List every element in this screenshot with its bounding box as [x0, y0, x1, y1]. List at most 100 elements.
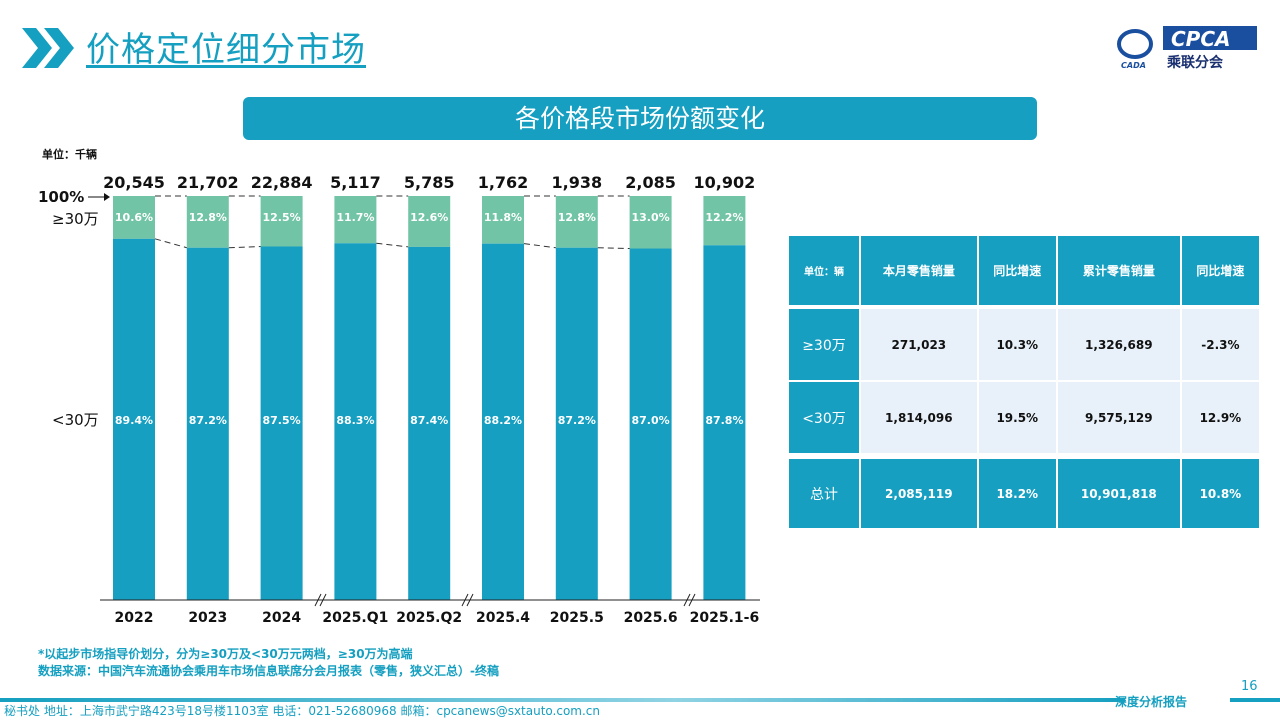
data-label: 13.0% — [632, 211, 670, 224]
total-label: 21,702 — [177, 173, 239, 192]
data-label: 87.8% — [705, 414, 743, 427]
header-cell: 同比增速 — [1181, 236, 1259, 309]
svg-text:CADA: CADA — [1121, 61, 1146, 70]
data-label: 87.4% — [410, 414, 448, 427]
total-label: 22,884 — [251, 173, 313, 192]
data-label: 11.8% — [484, 211, 522, 224]
cell: <30万 — [789, 382, 859, 455]
legend-low: <30万 — [52, 411, 99, 429]
bar-low-segment — [408, 246, 451, 600]
bar-low-segment — [113, 238, 155, 600]
table-header: 单位：辆 本月零售销量 同比增速 累计零售销量 同比增速 — [789, 236, 1259, 309]
connector-line — [376, 242, 409, 248]
bar-low-segment — [482, 243, 524, 600]
bar-high-segment — [408, 196, 451, 247]
data-label: 87.5% — [263, 414, 301, 427]
footer-divider — [0, 698, 1125, 702]
chart-banner: 各价格段市场份额变化 — [243, 97, 1037, 140]
legend-high: ≥30万 — [52, 210, 99, 228]
table-total-row: 总计 2,085,119 18.2% 10,901,818 10.8% — [789, 455, 1259, 528]
data-label: 10.6% — [115, 211, 153, 224]
page-number: 16 — [1241, 679, 1258, 694]
bar-low-segment — [555, 247, 598, 600]
total-label: 10,902 — [694, 173, 756, 192]
data-label: 88.2% — [484, 414, 522, 427]
x-tick-label: 2025.6 — [624, 610, 678, 626]
report-label: 深度分析报告 — [1115, 695, 1188, 709]
cell: 10,901,818 — [1057, 455, 1180, 528]
cell: 19.5% — [978, 382, 1056, 455]
data-source: 数据来源：中国汽车流通协会乘用车市场信息联席分会月报表（零售，狭义汇总）-终稿 — [38, 664, 499, 678]
total-label: 5,117 — [330, 173, 381, 192]
bar-high-segment — [482, 196, 524, 244]
data-label: 89.4% — [115, 414, 153, 427]
data-label: 12.2% — [705, 211, 743, 224]
bar-low-segment — [703, 245, 746, 600]
page-title: 价格定位细分市场 — [86, 30, 366, 70]
total-label: 2,085 — [625, 173, 676, 192]
data-label: 88.3% — [336, 414, 374, 427]
header-cell: 单位：辆 — [789, 236, 859, 309]
total-label: 5,785 — [404, 173, 455, 192]
unit-label: 单位：千辆 — [42, 148, 97, 161]
cell: 10.8% — [1181, 455, 1259, 528]
cell: 2,085,119 — [860, 455, 977, 528]
x-tick-label: 2024 — [262, 610, 301, 626]
x-tick-label: 2025.Q1 — [322, 610, 388, 626]
bar-low-segment — [629, 248, 672, 600]
data-label: 11.7% — [336, 211, 374, 224]
x-tick-label: 2023 — [188, 610, 227, 626]
axis-break — [319, 593, 327, 607]
data-label: 12.8% — [189, 211, 227, 224]
cell: 1,814,096 — [860, 382, 977, 455]
table-row: <30万 1,814,096 19.5% 9,575,129 12.9% — [789, 382, 1259, 455]
axis-break — [683, 593, 691, 607]
bar-high-segment — [555, 196, 598, 248]
bar-high-segment — [260, 196, 303, 247]
cell: 18.2% — [978, 455, 1056, 528]
x-tick-label: 2025.5 — [550, 610, 604, 626]
arrow-icon — [104, 193, 110, 201]
bar-high-segment — [629, 196, 672, 249]
data-label: 12.5% — [263, 211, 301, 224]
cell: 10.3% — [978, 309, 1056, 382]
header-cell: 同比增速 — [978, 236, 1056, 309]
connector-line — [523, 243, 556, 249]
sales-table: 单位：辆 本月零售销量 同比增速 累计零售销量 同比增速 ≥30万 271,023… — [787, 236, 1261, 528]
footer-address: 秘书处 地址：上海市武宁路423号18号楼1103室 电话：021-526809… — [4, 704, 601, 718]
data-label: 87.2% — [558, 414, 596, 427]
share-chart: 10.6% 89.4% 20,545 2022 12.8% 87.2% 21,702 2023… — [38, 173, 760, 626]
connector-line — [154, 238, 187, 249]
total-label: 1,762 — [478, 173, 529, 192]
cell: 12.9% — [1181, 382, 1259, 455]
connector-line — [597, 247, 630, 250]
axis-break — [461, 593, 469, 607]
header-cell: 累计零售销量 — [1057, 236, 1180, 309]
svg-text:CPCA: CPCA — [1171, 27, 1231, 51]
axis-break — [688, 593, 696, 607]
table-row: ≥30万 271,023 10.3% 1,326,689 -2.3% — [789, 309, 1259, 382]
cell: -2.3% — [1181, 309, 1259, 382]
total-label: 20,545 — [103, 173, 165, 192]
axis-break — [314, 593, 322, 607]
data-label: 87.2% — [189, 414, 227, 427]
x-tick-label: 2022 — [115, 610, 154, 626]
x-tick-label: 2025.4 — [476, 610, 530, 626]
svg-text:乘联分会: 乘联分会 — [1166, 54, 1224, 70]
cell: 1,326,689 — [1057, 309, 1180, 382]
cell: 271,023 — [860, 309, 977, 382]
axis-break — [466, 593, 474, 607]
data-label: 12.8% — [558, 211, 596, 224]
cell: 9,575,129 — [1057, 382, 1180, 455]
connector-line — [228, 246, 261, 249]
bar-low-segment — [334, 243, 377, 600]
bar-high-segment — [186, 196, 229, 248]
cell: ≥30万 — [789, 309, 859, 382]
bar-low-segment — [260, 246, 303, 600]
footnote: *以起步市场指导价划分，分为≥30万及<30万元两档，≥30万为高端 — [38, 647, 413, 661]
chevron-icon — [22, 28, 74, 68]
x-tick-label: 2025.1-6 — [690, 610, 760, 626]
data-label: 12.6% — [410, 211, 448, 224]
bar-high-segment — [113, 196, 155, 239]
bar-high-segment — [703, 196, 746, 246]
